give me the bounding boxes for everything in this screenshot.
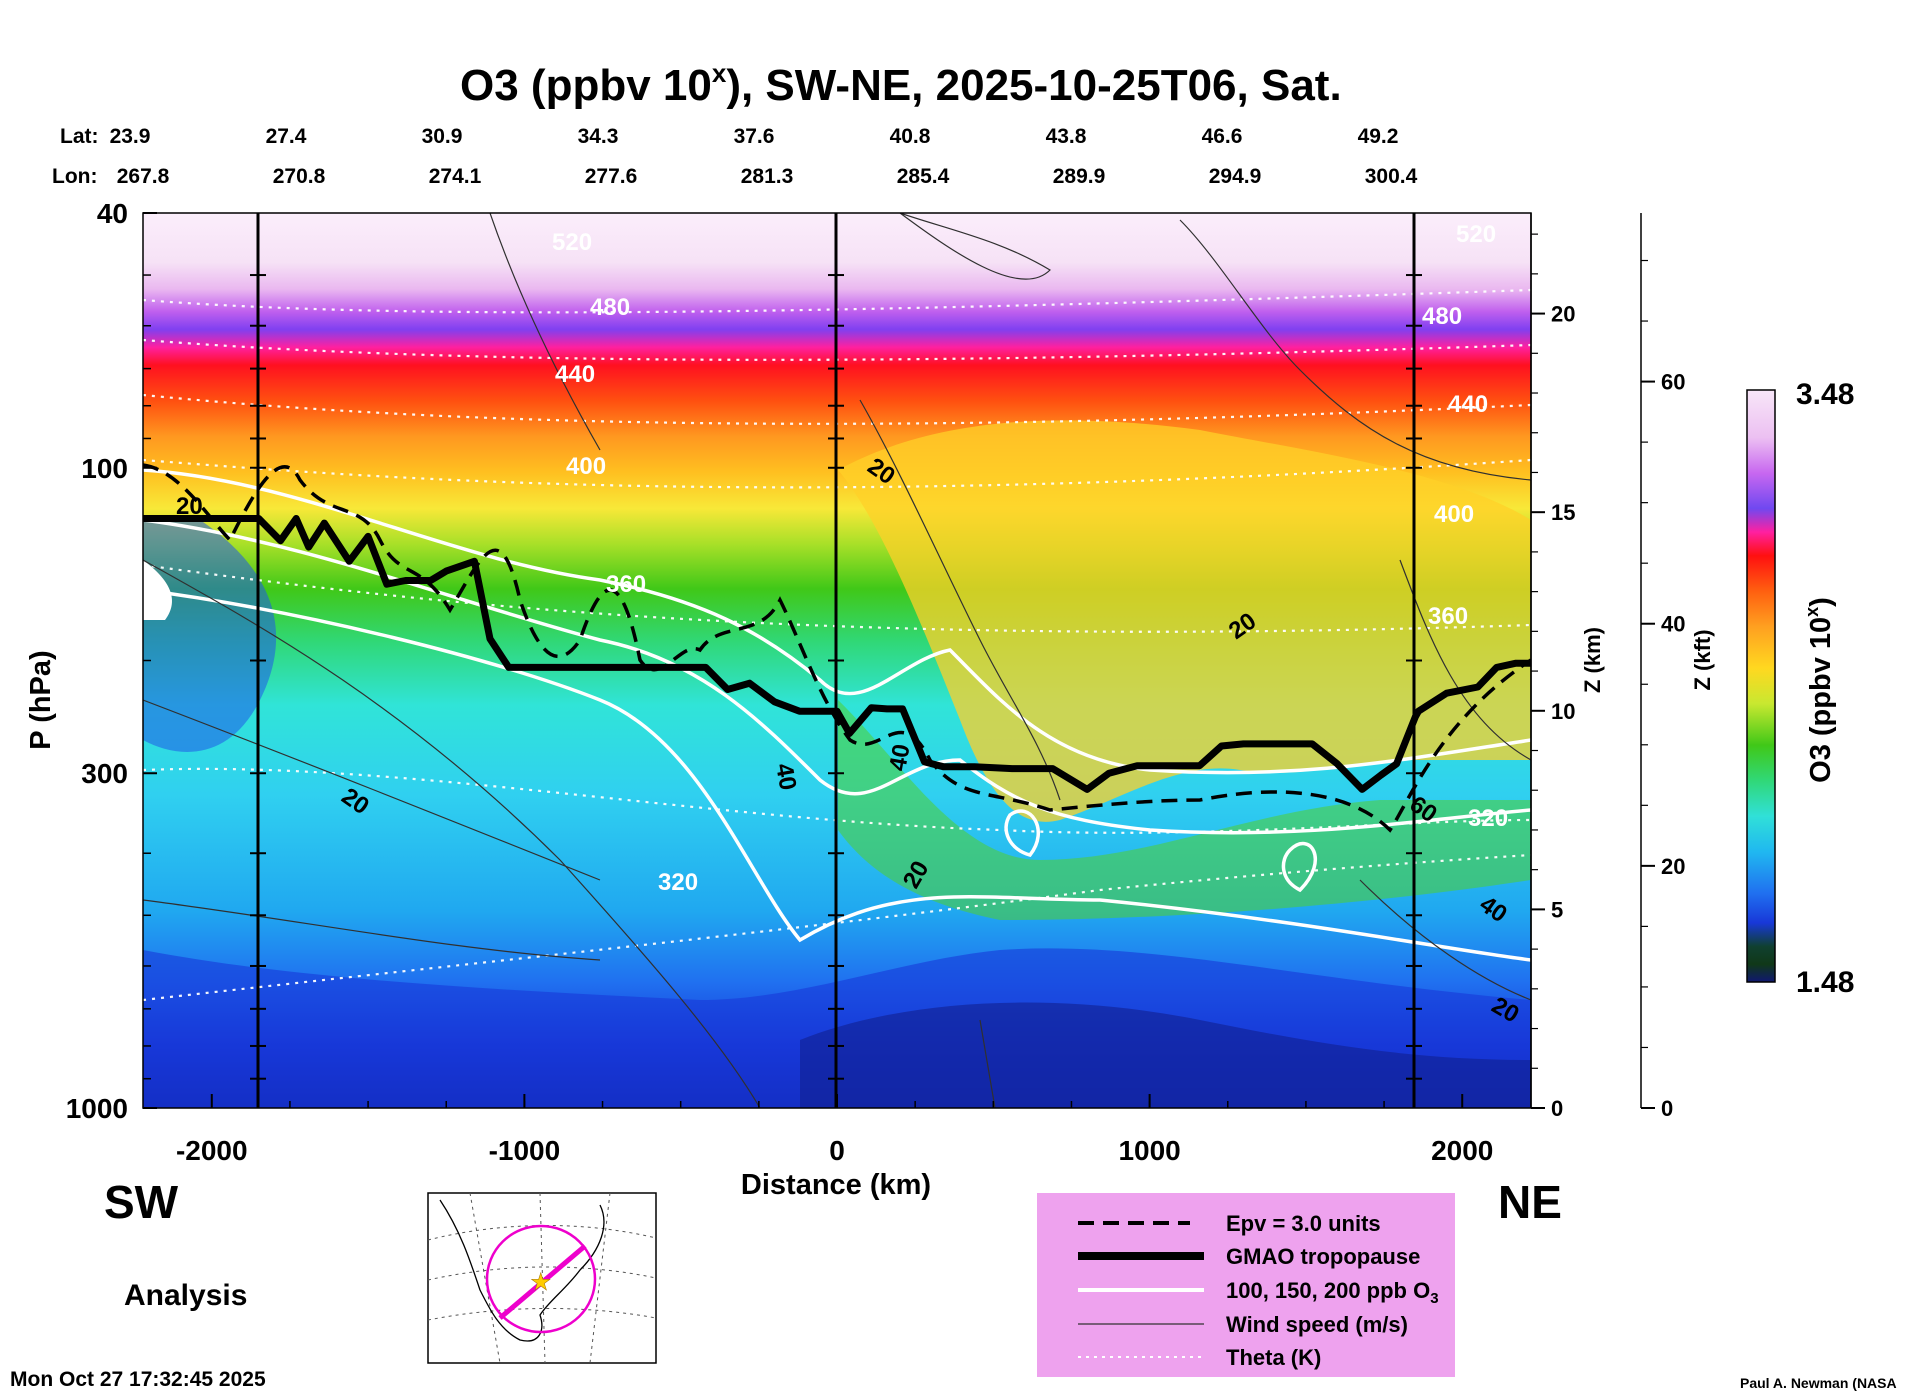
z-km-tick-label: 0 <box>1551 1096 1563 1121</box>
x-axis: -2000 -1000 0 1000 2000 <box>176 1094 1493 1166</box>
svg-text:520: 520 <box>552 229 592 256</box>
z-kft-axis: 0 20 40 60 <box>1640 213 1685 1121</box>
timestamp: Mon Oct 27 17:32:45 2025 <box>10 1368 266 1391</box>
y-tick-label: 100 <box>81 453 128 484</box>
x-tick-label: -2000 <box>176 1135 248 1166</box>
svg-text:320: 320 <box>1468 805 1508 832</box>
analysis-label: Analysis <box>124 1279 247 1312</box>
lat-value: 37.6 <box>734 125 775 148</box>
z-kft-tick-label: 20 <box>1661 854 1685 879</box>
y-tick-label: 40 <box>97 198 128 229</box>
gmao-tropopause-line <box>143 515 1531 793</box>
svg-text:440: 440 <box>1448 391 1488 418</box>
z-km-tick-label: 15 <box>1551 500 1575 525</box>
y-tick-label: 1000 <box>66 1093 128 1124</box>
chart-title: O3 (ppbv 10x), SW-NE, 2025-10-25T06, Sat… <box>460 58 1342 110</box>
colorbar-title: O3 (ppbv 10x) <box>1802 597 1837 783</box>
z-km-axis: 0 5 10 15 20 <box>1530 213 1575 1121</box>
legend: Epv = 3.0 units GMAO tropopause 100, 150… <box>1037 1193 1455 1377</box>
lat-value: 23.9 <box>110 125 151 148</box>
cross-section-track-icon <box>498 1244 587 1320</box>
lat-value: 46.6 <box>1202 125 1243 148</box>
svg-text:480: 480 <box>590 294 630 321</box>
lat-value: 49.2 <box>1358 125 1399 148</box>
lon-label: Lon: <box>52 165 97 188</box>
svg-text:440: 440 <box>555 361 595 388</box>
legend-ozone-contours: 100, 150, 200 ppb O3 <box>1226 1278 1439 1307</box>
z-kft-axis-title: Z (kft) <box>1690 629 1715 690</box>
z-km-tick-label: 20 <box>1551 302 1575 327</box>
z-kft-tick-label: 40 <box>1661 612 1685 637</box>
z-kft-tick-label: 60 <box>1661 370 1685 395</box>
legend-theta: Theta (K) <box>1226 1345 1321 1370</box>
direction-ne-label: NE <box>1498 1176 1562 1228</box>
colorbar-min-label: 1.48 <box>1796 966 1854 999</box>
lon-value: 267.8 <box>117 165 170 188</box>
svg-text:520: 520 <box>1456 221 1496 248</box>
z-km-axis-title: Z (km) <box>1580 627 1605 693</box>
lon-value: 285.4 <box>897 165 950 188</box>
wind-speed-contours <box>143 213 1531 1108</box>
lon-value: 294.9 <box>1209 165 1262 188</box>
svg-text:400: 400 <box>566 453 606 480</box>
lon-value: 277.6 <box>585 165 638 188</box>
colorbar-max-label: 3.48 <box>1796 378 1854 411</box>
lon-value: 281.3 <box>741 165 794 188</box>
z-kft-tick-label: 0 <box>1661 1096 1673 1121</box>
lat-value: 43.8 <box>1046 125 1087 148</box>
svg-text:400: 400 <box>1434 501 1474 528</box>
y-tick-label: 300 <box>81 758 128 789</box>
svg-text:480: 480 <box>1422 303 1462 330</box>
x-tick-label: 1000 <box>1118 1135 1180 1166</box>
lon-value: 289.9 <box>1053 165 1106 188</box>
legend-epv: Epv = 3.0 units <box>1226 1211 1381 1236</box>
x-tick-label: -1000 <box>489 1135 561 1166</box>
credit: Paul A. Newman (NASA <box>1740 1375 1897 1391</box>
lon-value: 270.8 <box>273 165 326 188</box>
lat-value: 34.3 <box>578 125 619 148</box>
svg-text:360: 360 <box>1428 603 1468 630</box>
theta-labels: 520 480 440 400 360 320 520 480 440 400 … <box>552 221 1508 896</box>
direction-sw-label: SW <box>104 1176 179 1228</box>
legend-tropopause: GMAO tropopause <box>1226 1244 1420 1269</box>
svg-text:360: 360 <box>606 571 646 598</box>
y-axis: 40 100 300 1000 <box>66 198 157 1124</box>
lat-label: Lat: <box>60 125 99 148</box>
y-axis-title: P (hPa) <box>25 650 57 749</box>
lat-value: 30.9 <box>422 125 463 148</box>
svg-text:320: 320 <box>658 869 698 896</box>
lat-value: 27.4 <box>266 125 307 148</box>
lon-value: 300.4 <box>1365 165 1418 188</box>
z-km-tick-label: 5 <box>1551 897 1563 922</box>
svg-text:20: 20 <box>176 493 203 520</box>
ozone-intrusion <box>838 420 1531 822</box>
colorbar <box>1746 389 1776 983</box>
x-axis-title: Distance (km) <box>741 1169 931 1201</box>
x-tick-label: 2000 <box>1431 1135 1493 1166</box>
svg-text:40: 40 <box>770 761 801 792</box>
star-icon: ★ <box>530 1269 552 1296</box>
ozone-100-150-200-contours <box>143 468 1531 962</box>
longitude-row: 267.8 270.8 274.1 277.6 281.3 285.4 289.9 294.9… <box>117 165 1418 188</box>
flight-track-circle-icon <box>485 1224 597 1334</box>
lat-value: 40.8 <box>890 125 931 148</box>
latitude-row: 23.9 27.4 30.9 34.3 37.6 40.8 43.8 46.6 49.2 <box>110 125 1399 148</box>
z-km-tick-label: 10 <box>1551 699 1575 724</box>
x-tick-label: 0 <box>829 1135 845 1166</box>
lon-value: 274.1 <box>429 165 482 188</box>
epv-contour <box>143 463 1531 833</box>
svg-text:40: 40 <box>884 742 915 773</box>
inset-map: ★ <box>427 1192 657 1364</box>
legend-wind-speed: Wind speed (m/s) <box>1226 1312 1408 1337</box>
